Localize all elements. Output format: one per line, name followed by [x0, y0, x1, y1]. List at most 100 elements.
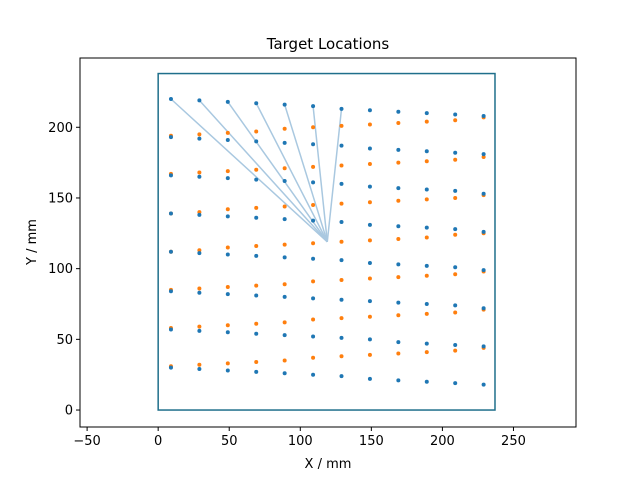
data-point	[197, 170, 202, 175]
data-point	[282, 140, 287, 145]
data-point	[396, 378, 401, 383]
data-point	[254, 101, 259, 106]
data-point	[282, 126, 287, 131]
y-tick-label: 150	[48, 191, 73, 206]
data-point	[424, 311, 429, 316]
data-point	[254, 215, 259, 220]
data-point	[339, 239, 344, 244]
data-point	[282, 255, 287, 260]
data-point	[396, 300, 401, 305]
data-point	[311, 317, 316, 322]
data-point	[168, 327, 173, 332]
data-point	[197, 290, 202, 295]
data-point	[254, 369, 259, 374]
data-point	[197, 98, 202, 103]
data-point	[396, 198, 401, 203]
data-point	[311, 125, 316, 130]
data-point	[282, 102, 287, 107]
data-point	[453, 310, 458, 315]
data-point	[367, 222, 372, 227]
data-point	[254, 283, 259, 288]
data-point	[225, 99, 230, 104]
data-point	[367, 238, 372, 243]
fan-line	[255, 102, 328, 243]
data-point	[339, 316, 344, 321]
data-point	[396, 121, 401, 126]
data-point	[453, 265, 458, 270]
data-point	[339, 123, 344, 128]
workspace-boundary	[157, 72, 496, 411]
y-axis-label: Y / mm	[25, 219, 40, 266]
data-point	[396, 186, 401, 191]
data-point	[225, 138, 230, 142]
data-point	[453, 150, 458, 155]
data-point	[396, 340, 401, 345]
data-point	[225, 292, 230, 297]
data-point	[197, 286, 202, 291]
data-point	[225, 130, 230, 135]
x-tick-label: 250	[501, 434, 526, 449]
data-point	[396, 351, 401, 356]
data-point	[225, 285, 230, 290]
data-point	[254, 205, 259, 210]
data-point	[225, 176, 230, 181]
data-point	[339, 220, 344, 224]
data-point	[168, 365, 173, 370]
data-point	[311, 355, 316, 360]
data-point	[311, 104, 316, 109]
data-point	[481, 382, 486, 387]
fan-line	[198, 99, 328, 243]
data-point	[367, 108, 372, 113]
data-point	[481, 306, 486, 311]
data-point	[311, 142, 316, 147]
data-point	[311, 296, 316, 301]
data-point	[339, 354, 344, 359]
data-point	[311, 203, 316, 208]
fan-line	[326, 108, 343, 242]
x-tick-label: 0	[154, 434, 162, 449]
data-point	[339, 106, 344, 111]
data-point	[339, 143, 344, 148]
data-point	[396, 236, 401, 241]
data-point	[197, 251, 202, 256]
data-point	[453, 381, 458, 386]
data-point	[311, 372, 316, 377]
data-point	[168, 249, 173, 254]
data-point	[424, 111, 429, 116]
data-point	[311, 218, 316, 223]
data-point	[453, 157, 458, 162]
data-point	[424, 159, 429, 164]
data-point	[254, 253, 259, 258]
data-point	[197, 362, 202, 367]
data-point	[367, 184, 372, 189]
data-point	[367, 162, 372, 167]
data-point	[481, 344, 486, 349]
fan-line	[283, 104, 329, 243]
data-point	[225, 252, 230, 257]
data-point	[225, 330, 230, 335]
data-point	[282, 204, 287, 209]
data-point	[453, 188, 458, 193]
data-point	[481, 113, 486, 118]
data-point	[254, 139, 259, 144]
y-tick-label: 200	[48, 121, 73, 136]
data-point	[311, 279, 316, 284]
data-point	[367, 146, 372, 151]
data-point	[367, 314, 372, 319]
data-point	[311, 334, 316, 339]
data-point	[367, 376, 372, 381]
data-point	[254, 177, 259, 182]
data-point	[254, 293, 259, 298]
data-point	[453, 232, 458, 237]
data-point	[481, 152, 486, 157]
data-point	[197, 174, 202, 179]
x-tick-label: 50	[221, 434, 238, 449]
data-point	[424, 379, 429, 384]
data-point	[225, 368, 230, 373]
data-point	[168, 211, 173, 216]
data-point	[396, 275, 401, 280]
data-point	[339, 335, 344, 340]
data-point	[311, 164, 316, 169]
data-point	[282, 333, 287, 338]
